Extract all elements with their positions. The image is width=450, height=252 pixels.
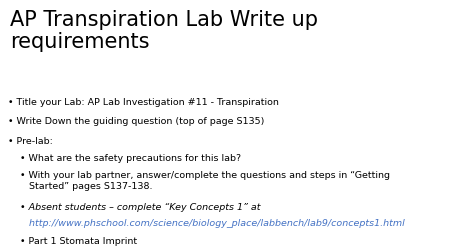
- Text: http://www.phschool.com/science/biology_place/labbench/lab9/concepts1.html: http://www.phschool.com/science/biology_…: [8, 218, 405, 227]
- Text: • What are the safety precautions for this lab?: • What are the safety precautions for th…: [8, 153, 241, 162]
- Text: • Pre-lab:: • Pre-lab:: [8, 136, 53, 145]
- Text: • Title your Lab: AP Lab Investigation #11 - Transpiration: • Title your Lab: AP Lab Investigation #…: [8, 98, 279, 107]
- Text: • Part 1 Stomata Imprint: • Part 1 Stomata Imprint: [8, 237, 137, 245]
- Text: • Write Down the guiding question (top of page S135): • Write Down the guiding question (top o…: [8, 116, 265, 125]
- Text: AP Transpiration Lab Write up
requirements: AP Transpiration Lab Write up requiremen…: [10, 10, 318, 52]
- Text: • Absent students – complete “Key Concepts 1” at: • Absent students – complete “Key Concep…: [8, 203, 261, 212]
- Text: • With your lab partner, answer/complete the questions and steps in “Getting
   : • With your lab partner, answer/complete…: [8, 170, 390, 190]
